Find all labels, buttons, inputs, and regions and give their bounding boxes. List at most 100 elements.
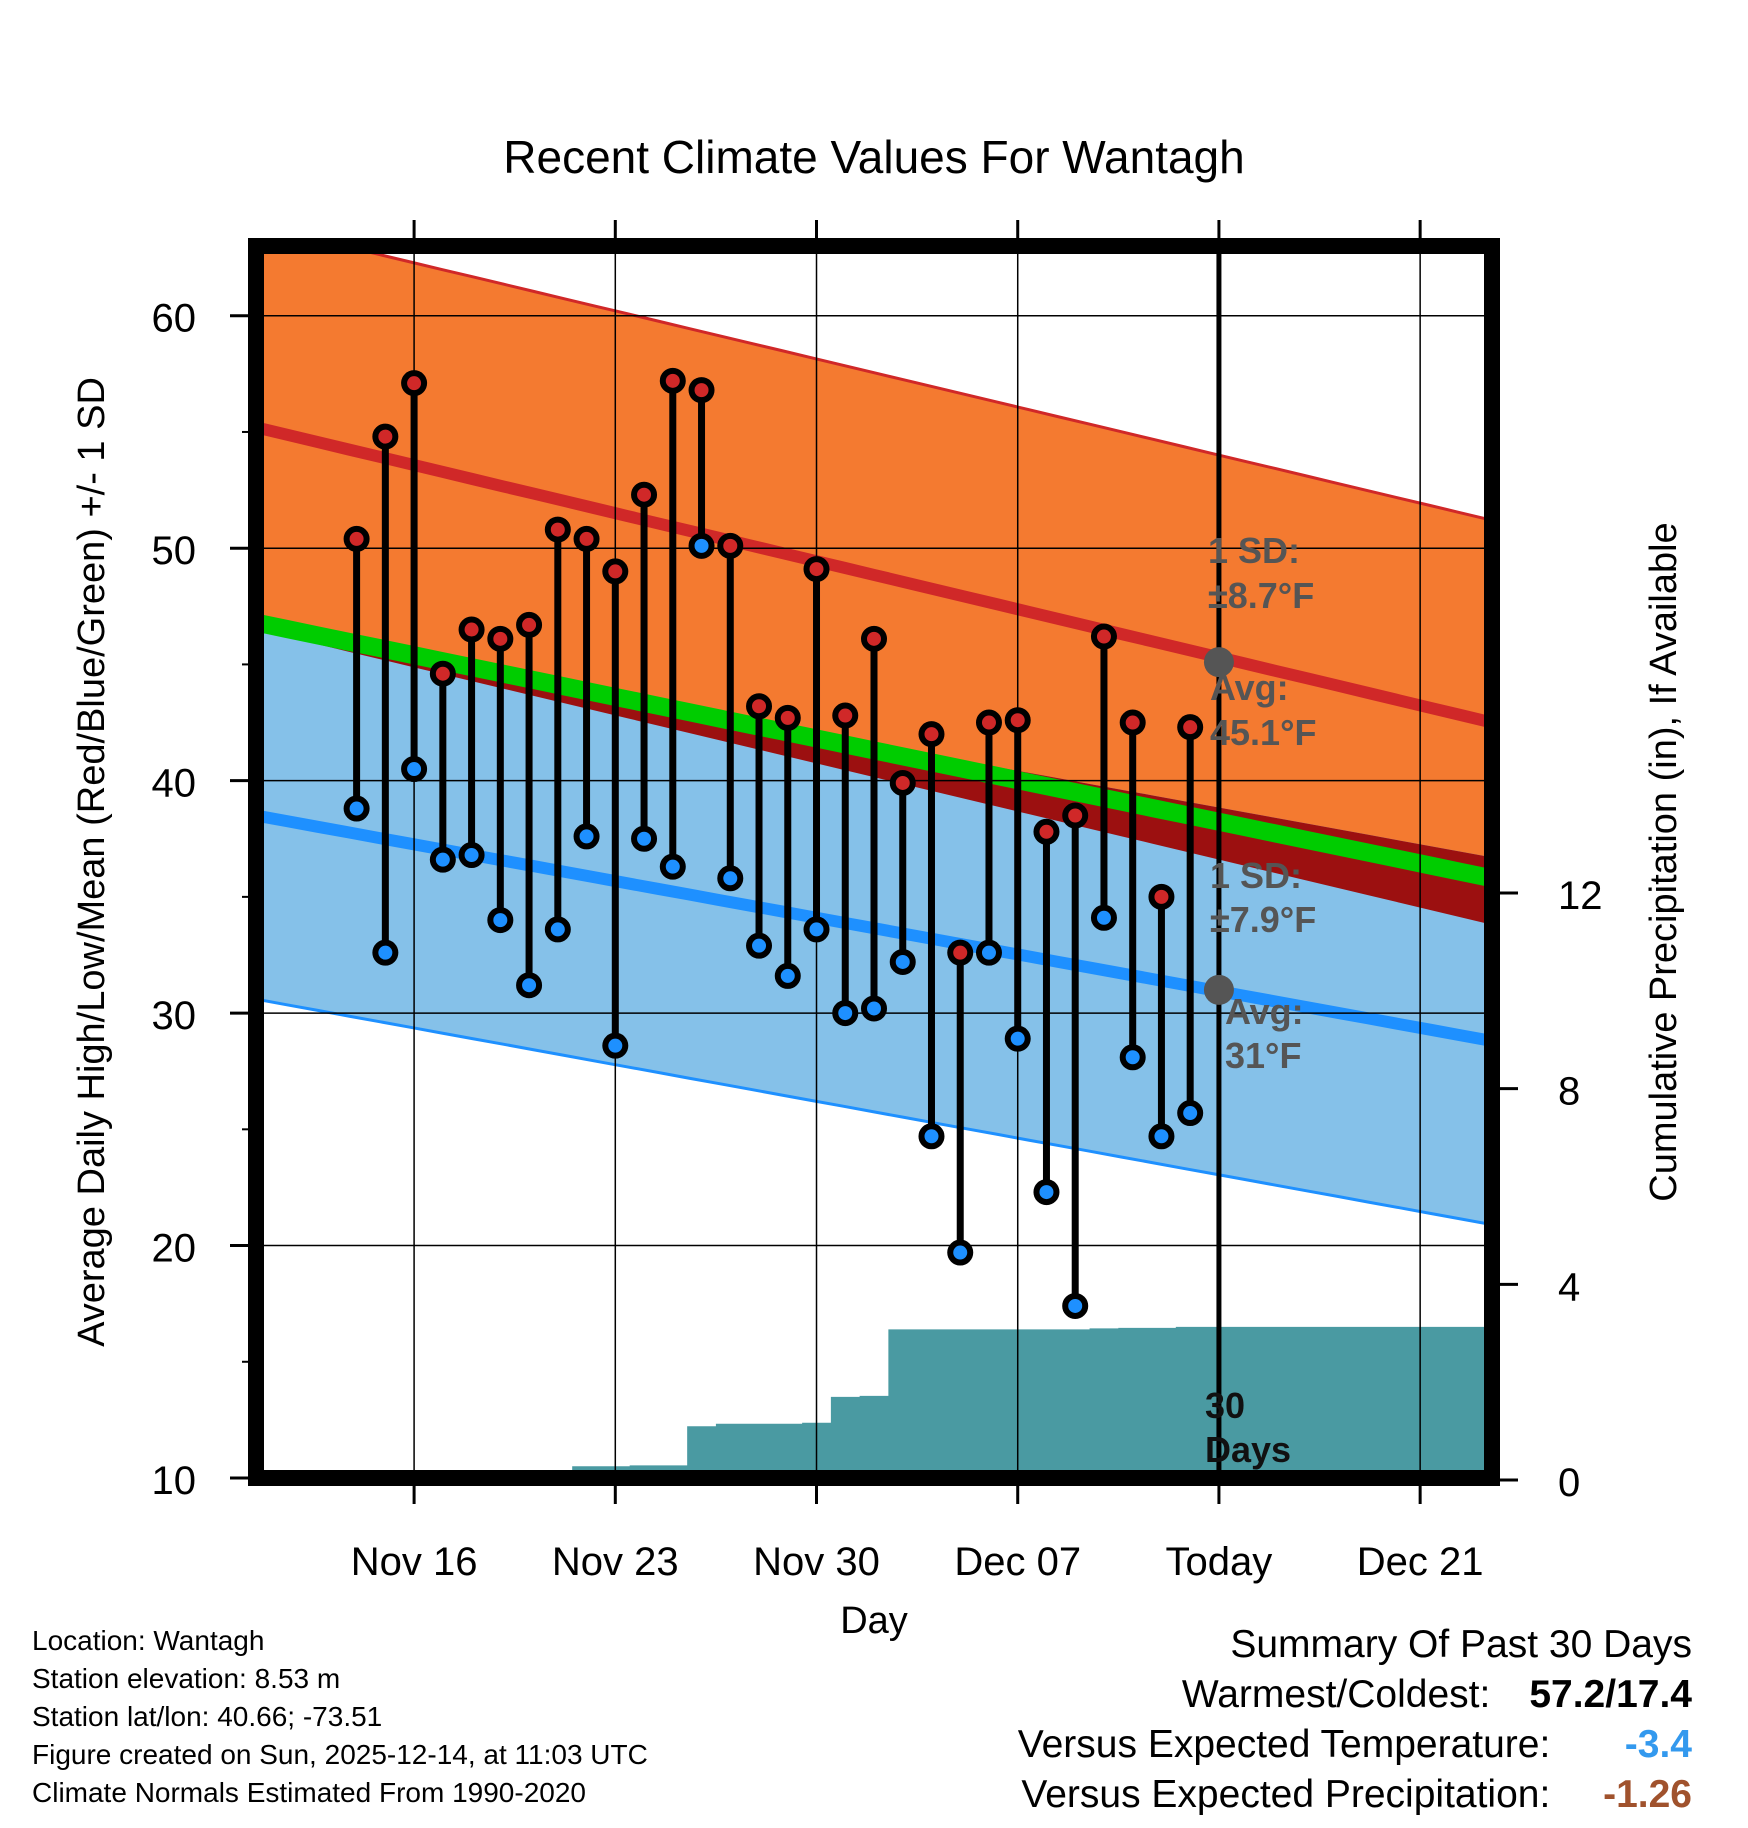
daily-high-dot — [1177, 714, 1204, 741]
x-tick-label: Nov 23 — [552, 1540, 679, 1584]
figure-created: Figure created on Sun, 2025-12-14, at 11… — [32, 1739, 648, 1770]
daily-low-dot — [372, 939, 399, 966]
low-avg-marker — [1203, 974, 1234, 1005]
station-elevation: Station elevation: 8.53 m — [32, 1663, 341, 1694]
high-upper-sd-line — [337, 246, 1492, 522]
y-tick-label: 40 — [152, 762, 197, 806]
daily-low-dot — [717, 865, 744, 892]
daily-high-dot — [573, 525, 600, 552]
y-tick-label: 10 — [152, 1459, 197, 1503]
daily-high-dot — [401, 370, 428, 397]
daily-high-dot — [458, 616, 485, 643]
daily-high-dot — [918, 721, 945, 748]
daily-high-dot — [516, 611, 543, 638]
high-avg-value: 45.1°F — [1210, 712, 1316, 753]
high-avg-marker — [1203, 647, 1234, 678]
days-label: Days — [1205, 1429, 1291, 1470]
daily-low-dot — [343, 795, 370, 822]
daily-high-dot — [659, 367, 686, 394]
daily-low-dot — [631, 825, 658, 852]
daily-low-dot — [1090, 904, 1117, 931]
daily-low-dot — [573, 823, 600, 850]
daily-high-dot — [688, 377, 715, 404]
station-latlon: Station lat/lon: 40.66; -73.51 — [32, 1701, 383, 1732]
x-tick-label: Nov 16 — [351, 1540, 478, 1584]
daily-high-dot — [343, 525, 370, 552]
x-tick-label: Nov 30 — [753, 1540, 880, 1584]
daily-dots — [343, 367, 1204, 1319]
cumulative-precip-area — [514, 1326, 1492, 1478]
y-axis-label: Average Daily High/Low/Mean (Red/Blue/Gr… — [71, 377, 113, 1347]
high-sd-label: 1 SD: — [1208, 530, 1300, 571]
daily-high-dot — [1004, 707, 1031, 734]
daily-low-dot — [918, 1123, 945, 1150]
daily-low-dot — [1062, 1292, 1089, 1319]
daily-low-dot — [947, 1239, 974, 1266]
daily-low-dot — [746, 932, 773, 959]
station-info: Location: Wantagh Station elevation: 8.5… — [32, 1622, 648, 1812]
high-avg-label: Avg: — [1210, 667, 1289, 708]
annotations: 1 SD: ±8.7°F Avg: 45.1°F 1 SD: ±7.9°F Av… — [1205, 530, 1316, 1470]
y2-tick-label: 0 — [1558, 1461, 1580, 1505]
daily-low-dot — [487, 907, 514, 934]
summary-box: Summary Of Past 30 Days Warmest/Coldest:… — [1018, 1620, 1692, 1820]
temp-value: -3.4 — [1624, 1723, 1692, 1766]
y-tick-label: 50 — [152, 529, 197, 573]
high-sd-value: ±8.7°F — [1208, 575, 1314, 616]
plot-area — [256, 246, 1492, 1478]
x-tick-label: Dec 21 — [1357, 1540, 1484, 1584]
daily-low-dot — [1033, 1179, 1060, 1206]
daily-low-dot — [861, 995, 887, 1022]
summary-temp: Versus Expected Temperature: -3.4 — [1018, 1720, 1692, 1770]
daily-high-dot — [631, 481, 658, 508]
daily-high-dot — [717, 532, 744, 559]
low-avg-value: 31°F — [1225, 1035, 1301, 1076]
precip-label: Versus Expected Precipitation: — [1021, 1773, 1551, 1816]
daily-low-dot — [602, 1032, 629, 1059]
daily-high-dot — [832, 702, 859, 729]
summary-precip: Versus Expected Precipitation: -1.26 — [1018, 1770, 1692, 1820]
summary-warm-cold: Warmest/Coldest: 57.2/17.4 — [1018, 1670, 1692, 1720]
daily-high-dot — [429, 660, 456, 687]
plot-frame — [248, 238, 1500, 1486]
warm-cold-value: 57.2/17.4 — [1529, 1673, 1692, 1716]
climate-normals: Climate Normals Estimated From 1990-2020 — [32, 1777, 586, 1808]
daily-low-dot — [688, 532, 715, 559]
temp-label: Versus Expected Temperature: — [1017, 1723, 1551, 1766]
daily-low-dot — [832, 1000, 859, 1027]
daily-high-dot — [803, 556, 830, 583]
y2-tick-label: 4 — [1558, 1265, 1580, 1309]
daily-low-dot — [516, 972, 543, 999]
daily-high-dot — [372, 423, 399, 450]
daily-low-dot — [401, 756, 428, 783]
daily-low-dot — [1148, 1123, 1175, 1150]
daily-high-dot — [487, 625, 514, 652]
low-avg-label: Avg: — [1225, 991, 1304, 1032]
x-tick-label: Today — [1166, 1540, 1273, 1584]
daily-high-dot — [889, 769, 916, 796]
low-lower-sd-line — [256, 997, 1492, 1227]
station-location: Location: Wantagh — [32, 1625, 265, 1656]
daily-low-dot — [659, 853, 686, 880]
daily-high-dot — [774, 704, 801, 731]
daily-low-dot — [1004, 1025, 1031, 1052]
daily-high-dot — [1119, 709, 1146, 736]
daily-high-dot — [602, 558, 629, 585]
low-sd-label: 1 SD: — [1210, 855, 1302, 896]
daily-high-dot — [861, 625, 887, 652]
y2-tick-label: 8 — [1558, 1070, 1580, 1114]
daily-low-dot — [544, 916, 571, 943]
normal-high-line — [256, 421, 1492, 729]
precip-value: -1.26 — [1603, 1773, 1692, 1816]
daily-low-dot — [975, 939, 1002, 966]
y-tick-label: 30 — [152, 994, 197, 1038]
daily-high-dot — [1148, 883, 1175, 910]
daily-high-dot — [947, 939, 974, 966]
daily-stems — [353, 380, 1194, 1306]
daily-high-dot — [1062, 802, 1089, 829]
daily-high-dot — [746, 693, 773, 720]
y2-tick-label: 12 — [1558, 874, 1603, 918]
daily-high-dot — [544, 516, 571, 543]
daily-low-dot — [429, 846, 456, 873]
